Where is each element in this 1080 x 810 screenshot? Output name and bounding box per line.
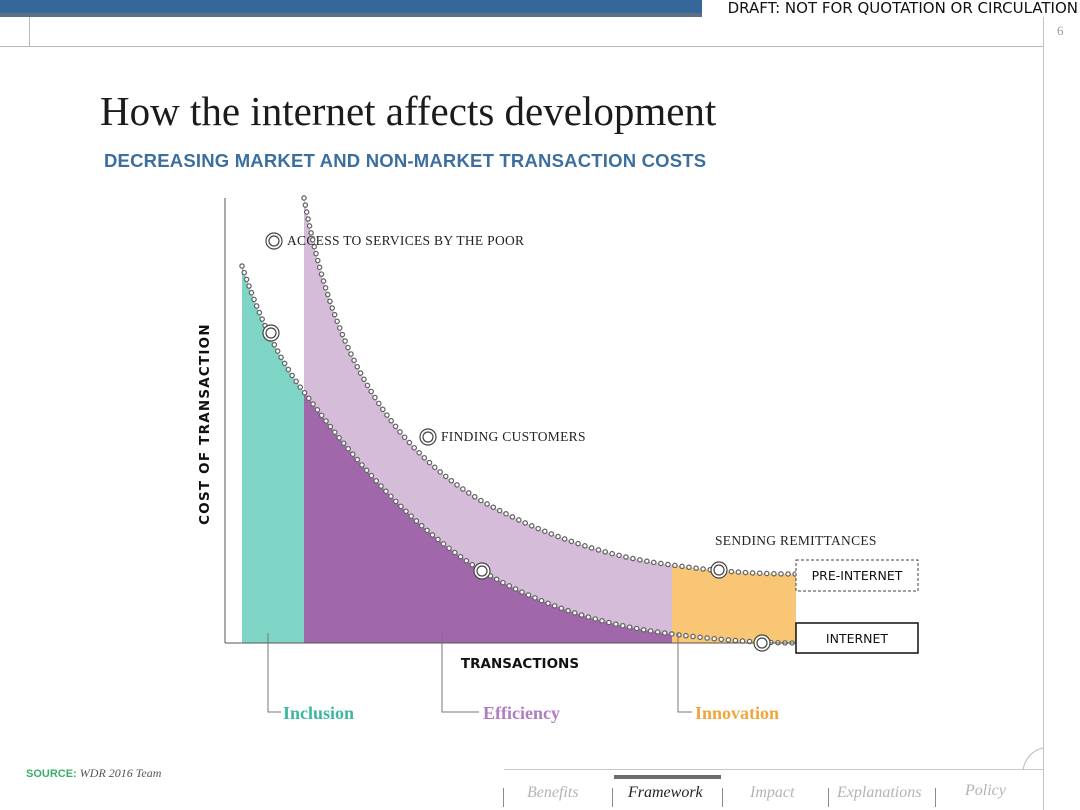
marker-remittances-internet bbox=[753, 634, 771, 652]
header-divider-tick bbox=[29, 17, 30, 46]
source-note: SOURCE: WDR 2016 Team bbox=[26, 766, 161, 781]
marker-finding bbox=[419, 428, 437, 446]
nav-separator bbox=[503, 788, 504, 807]
page-curl-corner bbox=[1022, 747, 1044, 771]
y-axis-label: COST OF TRANSACTION bbox=[197, 323, 213, 525]
x-axis-label: TRANSACTIONS bbox=[461, 656, 579, 672]
draft-notice: DRAFT: NOT FOR QUOTATION OR CIRCULATION bbox=[727, 0, 1078, 17]
category-innovation: Innovation bbox=[695, 703, 779, 723]
nav-item-framework[interactable]: Framework bbox=[628, 784, 703, 801]
legend-pre-internet-box bbox=[795, 559, 919, 592]
slide-subtitle: DECREASING MARKET AND NON-MARKET TRANSAC… bbox=[104, 150, 707, 171]
annotation-remittances: SENDING REMITTANCES bbox=[715, 533, 877, 548]
efficiency-leader bbox=[441, 633, 479, 713]
nav-item-benefits[interactable]: Benefits bbox=[527, 784, 579, 801]
nav-item-impact[interactable]: Impact bbox=[750, 784, 795, 801]
slide-title: How the internet affects development bbox=[100, 88, 717, 134]
marker-inclusion-curve bbox=[262, 324, 280, 342]
source-label: SOURCE: bbox=[26, 768, 77, 780]
nav-active-indicator bbox=[614, 775, 721, 779]
marker-access bbox=[265, 232, 283, 250]
inclusion-leader bbox=[267, 633, 281, 713]
marker-efficiency-curve bbox=[473, 562, 491, 580]
source-value: WDR 2016 Team bbox=[79, 766, 162, 780]
header-divider bbox=[0, 46, 1044, 47]
category-inclusion: Inclusion bbox=[283, 703, 354, 723]
nav-separator bbox=[935, 788, 936, 807]
internet-curve-dots bbox=[240, 264, 798, 645]
legend-internet-label: INTERNET bbox=[826, 631, 889, 646]
legend-pre-internet-label: PRE-INTERNET bbox=[812, 568, 903, 583]
top-header-bar-underline bbox=[0, 13, 702, 17]
annotation-finding: FINDING CUSTOMERS bbox=[441, 429, 586, 444]
page-number: 6 bbox=[1057, 23, 1064, 38]
legend-internet-box bbox=[795, 622, 919, 654]
nav-separator bbox=[828, 788, 829, 807]
efficiency-region bbox=[304, 392, 672, 643]
nav-separator bbox=[612, 788, 613, 807]
marker-remittances-pre bbox=[710, 561, 728, 579]
annotation-access: ACCESS TO SERVICES BY THE POOR bbox=[287, 233, 524, 248]
inclusion-region bbox=[242, 266, 304, 643]
right-margin-line bbox=[1043, 17, 1044, 810]
category-efficiency: Efficiency bbox=[483, 703, 560, 723]
nav-divider bbox=[504, 769, 1043, 770]
innovation-region bbox=[672, 565, 796, 643]
nav-item-explanations[interactable]: Explanations bbox=[837, 784, 922, 801]
nav-separator bbox=[722, 788, 723, 807]
innovation-leader bbox=[677, 633, 692, 713]
nav-item-policy[interactable]: Policy bbox=[965, 782, 1006, 799]
top-header-bar bbox=[0, 0, 702, 17]
